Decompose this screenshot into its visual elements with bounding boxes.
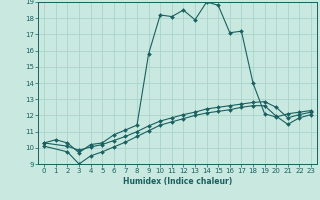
X-axis label: Humidex (Indice chaleur): Humidex (Indice chaleur) [123, 177, 232, 186]
